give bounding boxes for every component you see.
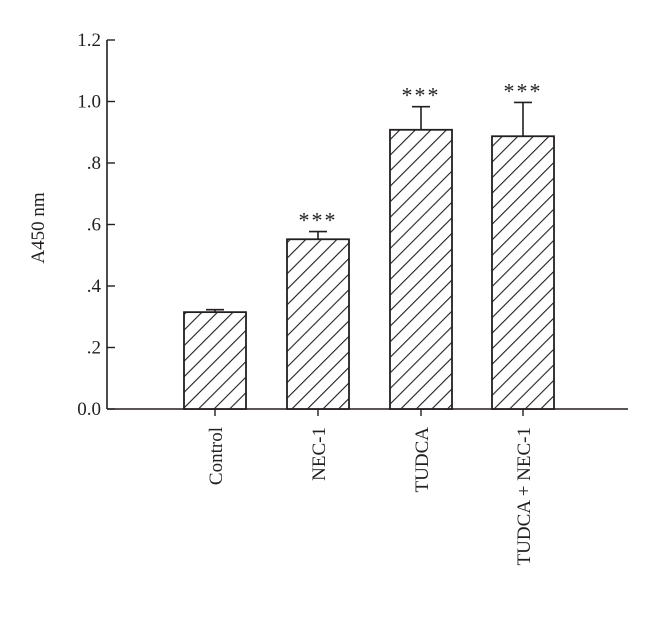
bar-0 [183, 311, 247, 410]
y-tick-label: .4 [87, 276, 102, 297]
bar-1 [286, 238, 350, 410]
y-tick-label: .2 [87, 338, 101, 359]
y-tick-label: .6 [87, 215, 101, 236]
y-tick-label: 0.0 [77, 399, 101, 420]
y-tick-label: .8 [87, 153, 101, 174]
category-label: Control [206, 427, 227, 485]
significance-label: *** [299, 208, 338, 233]
bars: *** *** *** [183, 78, 555, 410]
bar-3 [491, 135, 555, 410]
bar-2 [389, 128, 453, 410]
y-tick-label: 1.0 [77, 92, 101, 113]
y-axis-title: A450 nm [28, 192, 49, 263]
category-label: TUDCA [412, 427, 433, 493]
category-labels: Control NEC-1 TUDCA TUDCA + NEC-1 [206, 427, 535, 566]
significance-label: *** [402, 83, 441, 108]
significance-label: *** [504, 78, 543, 103]
category-label: TUDCA + NEC-1 [514, 427, 535, 565]
y-tick-label: 1.2 [77, 30, 101, 51]
category-label: NEC-1 [309, 427, 330, 481]
